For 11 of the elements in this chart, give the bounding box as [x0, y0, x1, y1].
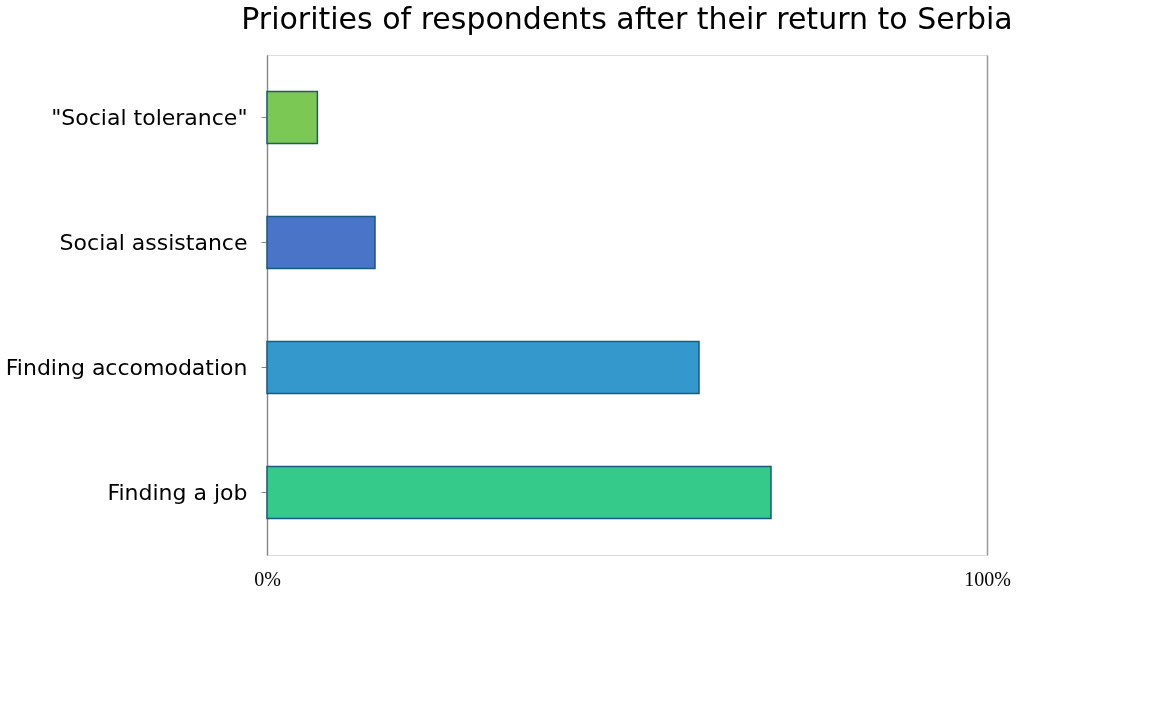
y-tick-label: Finding a job [107, 479, 248, 505]
y-tick-label: Social assistance [59, 229, 248, 255]
bar [266, 340, 700, 395]
chart-title: Priorities of respondents after their return to Serbia [241, 1, 1013, 36]
y-tick-label: Finding accomodation [5, 354, 248, 380]
bar [266, 465, 772, 520]
bar [266, 90, 319, 145]
x-tick-label: 0% [254, 567, 281, 590]
y-tick-label: "Social tolerance" [51, 104, 248, 130]
bar [266, 215, 376, 270]
x-tick-label: 100% [964, 567, 1011, 590]
